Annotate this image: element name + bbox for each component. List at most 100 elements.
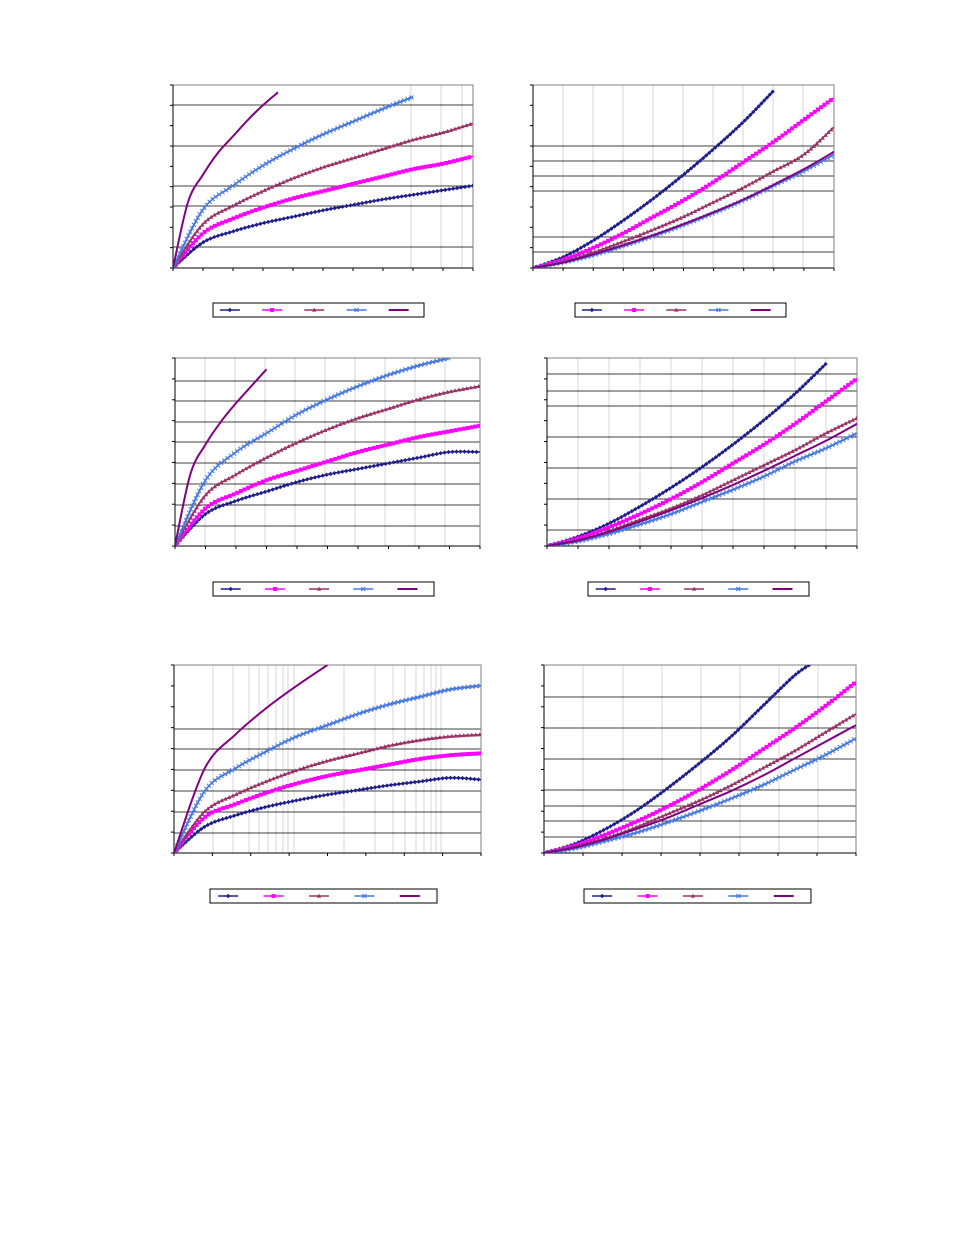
- data-point-marker: [802, 742, 808, 747]
- data-point-marker: [195, 215, 201, 221]
- data-point-marker: [434, 451, 439, 457]
- data-point-marker: [200, 509, 205, 514]
- data-point-marker: [725, 134, 730, 140]
- data-point-marker: [441, 390, 446, 395]
- data-point-marker: [766, 780, 771, 785]
- data-point-marker: [714, 198, 719, 203]
- data-point-marker: [284, 198, 289, 203]
- data-point-marker: [841, 742, 846, 748]
- data-point-marker: [671, 781, 676, 786]
- data-point-marker: [406, 437, 411, 442]
- data-point-marker: [758, 420, 763, 426]
- legend-middle-left: [212, 581, 435, 597]
- data-point-marker: [444, 775, 449, 781]
- data-point-marker: [446, 449, 451, 455]
- data-point-marker: [358, 180, 363, 185]
- data-point-marker: [364, 200, 369, 205]
- data-point-marker: [309, 795, 315, 800]
- data-point-marker: [680, 477, 686, 483]
- data-point-marker: [587, 247, 592, 252]
- data-point-marker: [734, 764, 739, 769]
- data-point-marker: [311, 191, 316, 196]
- data-point-marker: [319, 724, 325, 730]
- data-point-marker: [191, 807, 197, 812]
- data-point-marker: [355, 466, 361, 472]
- data-point-marker: [231, 216, 236, 221]
- data-point-marker: [710, 200, 716, 205]
- data-point-marker: [188, 506, 194, 512]
- data-point-marker: [376, 784, 382, 789]
- data-point-marker: [333, 456, 338, 461]
- data-point-marker: [790, 674, 795, 680]
- data-point-marker: [180, 525, 186, 530]
- data-point-marker: [718, 484, 723, 489]
- data-point-marker: [264, 748, 270, 754]
- data-point-marker: [811, 373, 817, 378]
- data-point-marker: [625, 823, 630, 828]
- data-point-marker: [331, 127, 337, 133]
- data-point-marker: [690, 766, 695, 772]
- data-point-marker: [622, 512, 628, 518]
- data-point-marker: [839, 387, 844, 392]
- data-point-marker: [432, 777, 437, 782]
- data-point-marker: [410, 456, 416, 461]
- data-point-marker: [641, 220, 646, 225]
- data-point-marker: [690, 471, 696, 476]
- data-point-marker: [826, 444, 832, 450]
- data-point-marker: [700, 186, 705, 191]
- data-point-marker: [383, 461, 388, 467]
- data-point-marker: [827, 750, 832, 756]
- data-point-marker: [399, 458, 404, 464]
- data-point-marker: [707, 489, 712, 494]
- data-point-marker: [648, 198, 653, 203]
- data-point-marker: [258, 189, 264, 194]
- data-point-marker: [347, 752, 352, 757]
- data-point-marker: [660, 514, 666, 520]
- chart-middle-right: [544, 357, 858, 549]
- legend-marker: [735, 586, 741, 592]
- data-point-marker: [687, 473, 692, 478]
- data-point-marker: [320, 208, 326, 213]
- data-point-marker: [200, 817, 205, 822]
- data-point-marker: [371, 445, 376, 450]
- data-point-marker: [452, 775, 457, 780]
- data-point-marker: [721, 798, 727, 804]
- data-point-marker: [734, 164, 739, 169]
- data-point-marker: [327, 187, 332, 192]
- data-point-marker: [190, 235, 195, 240]
- data-point-marker: [750, 713, 755, 719]
- data-point-marker: [790, 126, 795, 131]
- data-point-marker: [342, 183, 347, 188]
- data-point-marker: [851, 432, 857, 437]
- data-point-marker: [425, 133, 431, 138]
- data-point-marker: [315, 431, 320, 436]
- data-point-marker: [371, 149, 377, 154]
- data-point-marker: [243, 759, 249, 765]
- data-point-marker: [258, 221, 263, 227]
- data-point-marker: [210, 810, 215, 815]
- series-group: [544, 665, 856, 853]
- data-point-marker: [460, 775, 465, 781]
- data-point-marker: [670, 218, 676, 223]
- data-point-marker: [630, 235, 635, 240]
- data-point-marker: [301, 796, 307, 802]
- data-point-marker: [830, 725, 835, 730]
- data-point-marker: [278, 484, 283, 490]
- data-point-marker: [179, 252, 184, 257]
- data-point-marker: [428, 164, 433, 169]
- data-point-marker: [851, 737, 856, 742]
- data-point-marker: [212, 484, 217, 489]
- data-point-marker: [173, 265, 176, 268]
- data-point-marker: [215, 233, 221, 238]
- data-point-marker: [429, 736, 435, 741]
- data-point-marker: [701, 155, 706, 161]
- data-point-marker: [349, 788, 354, 794]
- data-point-marker: [352, 451, 357, 456]
- data-point-marker: [216, 222, 221, 227]
- data-point-marker: [663, 812, 668, 817]
- data-point-marker: [689, 486, 694, 491]
- data-point-marker: [304, 477, 310, 482]
- data-point-marker: [729, 782, 734, 787]
- data-point-marker: [186, 233, 191, 238]
